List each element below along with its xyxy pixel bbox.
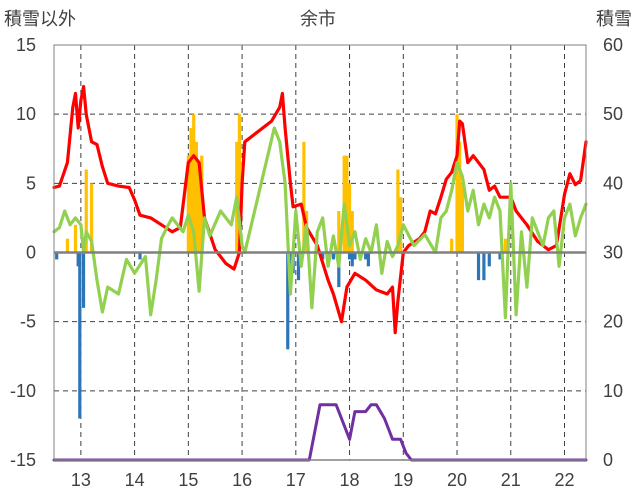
left-tick-label: 15 [16, 35, 36, 55]
negative-bar [331, 252, 336, 260]
positive-bar [347, 183, 352, 253]
right-tick-label: 40 [603, 173, 623, 193]
x-tick-label: 18 [340, 470, 360, 490]
x-tick-label: 13 [71, 470, 91, 490]
positive-bar [90, 183, 94, 253]
left-tick-label: -5 [20, 312, 36, 332]
negative-bar [321, 252, 325, 260]
positive-bar [197, 162, 201, 253]
negative-bar [296, 252, 301, 281]
positive-bar [192, 114, 196, 253]
right-tick-label: 50 [603, 104, 623, 124]
positive-bar [84, 169, 88, 253]
right-axis-label: 積雪 [596, 9, 632, 29]
negative-bar [138, 252, 142, 260]
positive-bar [455, 114, 459, 253]
positive-bar [194, 141, 199, 253]
negative-bar [347, 252, 352, 260]
right-tick-label: 30 [603, 243, 623, 263]
x-tick-label: 21 [501, 470, 521, 490]
x-tick-label: 22 [554, 470, 574, 490]
positive-bar [65, 238, 70, 253]
negative-bar [76, 252, 80, 267]
x-tick-label: 20 [447, 470, 467, 490]
left-tick-label: -15 [10, 450, 36, 470]
right-tick-label: 0 [603, 450, 613, 470]
left-tick-label: 0 [26, 243, 36, 263]
positive-bar [302, 141, 306, 253]
x-tick-label: 16 [232, 470, 252, 490]
negative-bar [337, 252, 341, 288]
left-tick-label: 10 [16, 104, 36, 124]
negative-bar [55, 252, 59, 260]
negative-bar [81, 252, 86, 308]
negative-bar [350, 252, 354, 267]
negative-bar [366, 252, 370, 267]
positive-bar [73, 224, 78, 253]
positive-bar [345, 155, 349, 253]
positive-bar [503, 238, 507, 253]
positive-bar [450, 238, 454, 253]
positive-bar [337, 211, 341, 253]
x-tick-label: 15 [178, 470, 198, 490]
positive-bar [396, 169, 400, 253]
negative-bar [487, 252, 491, 267]
right-tick-label: 20 [603, 312, 623, 332]
x-tick-label: 17 [286, 470, 306, 490]
purple-series-line [52, 403, 588, 462]
negative-bar [353, 252, 357, 260]
left-axis-label: 積雪以外 [4, 9, 76, 29]
negative-bar [482, 252, 486, 281]
positive-bar [460, 183, 465, 253]
negative-bar [78, 252, 82, 419]
green-series-line [52, 126, 588, 320]
positive-bar [189, 128, 193, 253]
positive-bar [350, 211, 354, 253]
axes [53, 44, 587, 461]
negative-bar [498, 252, 502, 260]
x-tick-label: 14 [125, 470, 145, 490]
negative-bar [286, 252, 290, 350]
negative-bar [364, 252, 368, 260]
positive-bar [458, 141, 462, 253]
left-tick-label: 5 [26, 173, 36, 193]
right-tick-label: 10 [603, 381, 623, 401]
right-tick-label: 60 [603, 35, 623, 55]
positive-bar [399, 197, 403, 253]
positive-bar [186, 155, 190, 253]
chart-title: 余市 [300, 9, 336, 29]
left-tick-label: -10 [10, 381, 36, 401]
negative-bar [476, 252, 481, 281]
positive-bar [237, 114, 241, 253]
x-tick-label: 19 [393, 470, 413, 490]
red-series-line [52, 84, 588, 335]
line-series [52, 84, 588, 462]
